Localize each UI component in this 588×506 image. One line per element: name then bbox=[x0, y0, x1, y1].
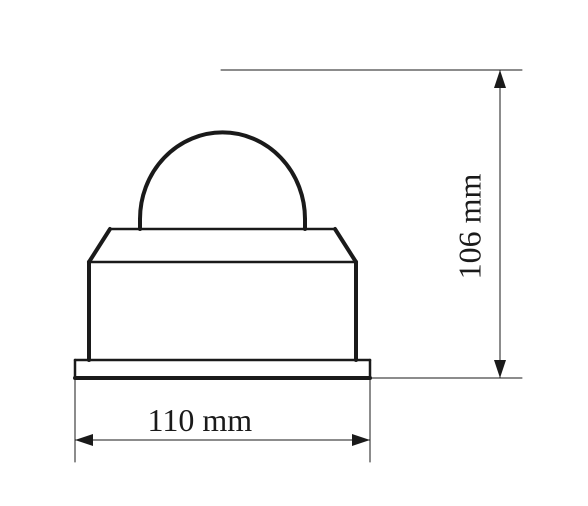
width-dimension-label: 110 mm bbox=[148, 402, 253, 439]
dimension-drawing bbox=[0, 0, 588, 506]
height-dimension-label: 106 mm bbox=[452, 152, 489, 302]
